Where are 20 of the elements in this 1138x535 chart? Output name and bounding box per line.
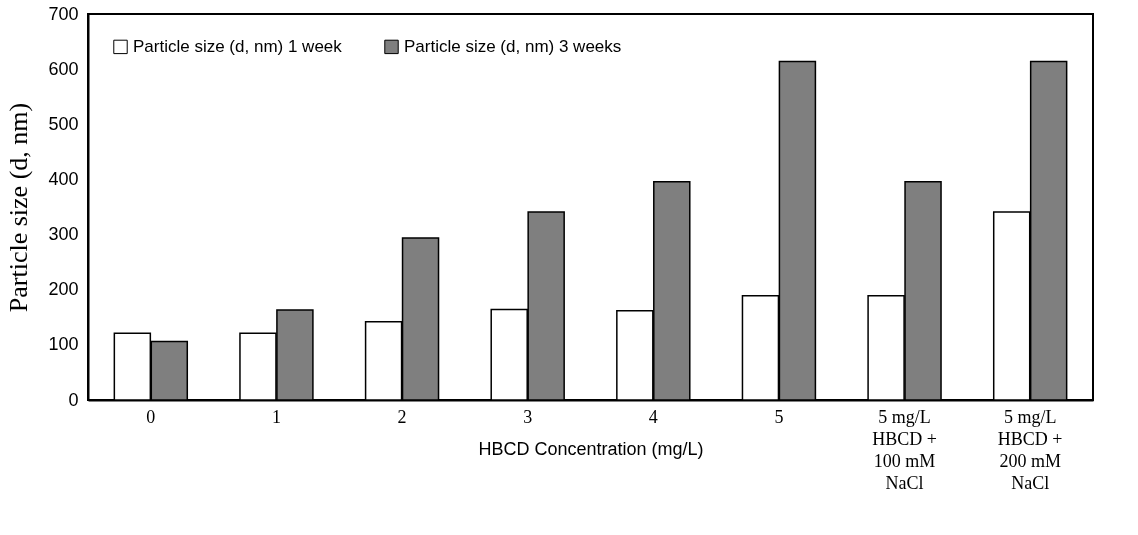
legend-label: Particle size (d, nm) 3 weeks — [404, 36, 622, 56]
x-tick-label: 3 — [523, 406, 533, 427]
x-tick-label: 0 — [146, 406, 156, 427]
y-tick-label: 400 — [48, 168, 79, 189]
y-tick-label: 600 — [48, 58, 79, 79]
y-tick-label: 200 — [48, 279, 79, 300]
y-axis-title: Particle size (d, nm) — [4, 102, 34, 313]
x-axis-title: HBCD Concentration (mg/L) — [478, 438, 704, 459]
x-tick-label: 2 — [397, 406, 407, 427]
x-tick-label: 5 — [774, 406, 784, 427]
x-tick-label: 1 — [271, 406, 281, 427]
y-tick-label: 300 — [48, 224, 79, 245]
x-tick-label: 5 mg/L HBCD + 100 mM NaCl — [872, 406, 937, 493]
legend-label: Particle size (d, nm) 1 week — [133, 36, 343, 56]
x-tick-label: 5 mg/L HBCD + 200 mM NaCl — [997, 406, 1063, 493]
y-tick-label: 100 — [48, 334, 79, 355]
x-tick-label: 4 — [648, 406, 658, 427]
y-tick-label: 500 — [48, 113, 79, 134]
y-tick-label: 700 — [48, 3, 79, 24]
y-tick-label: 0 — [68, 389, 79, 410]
